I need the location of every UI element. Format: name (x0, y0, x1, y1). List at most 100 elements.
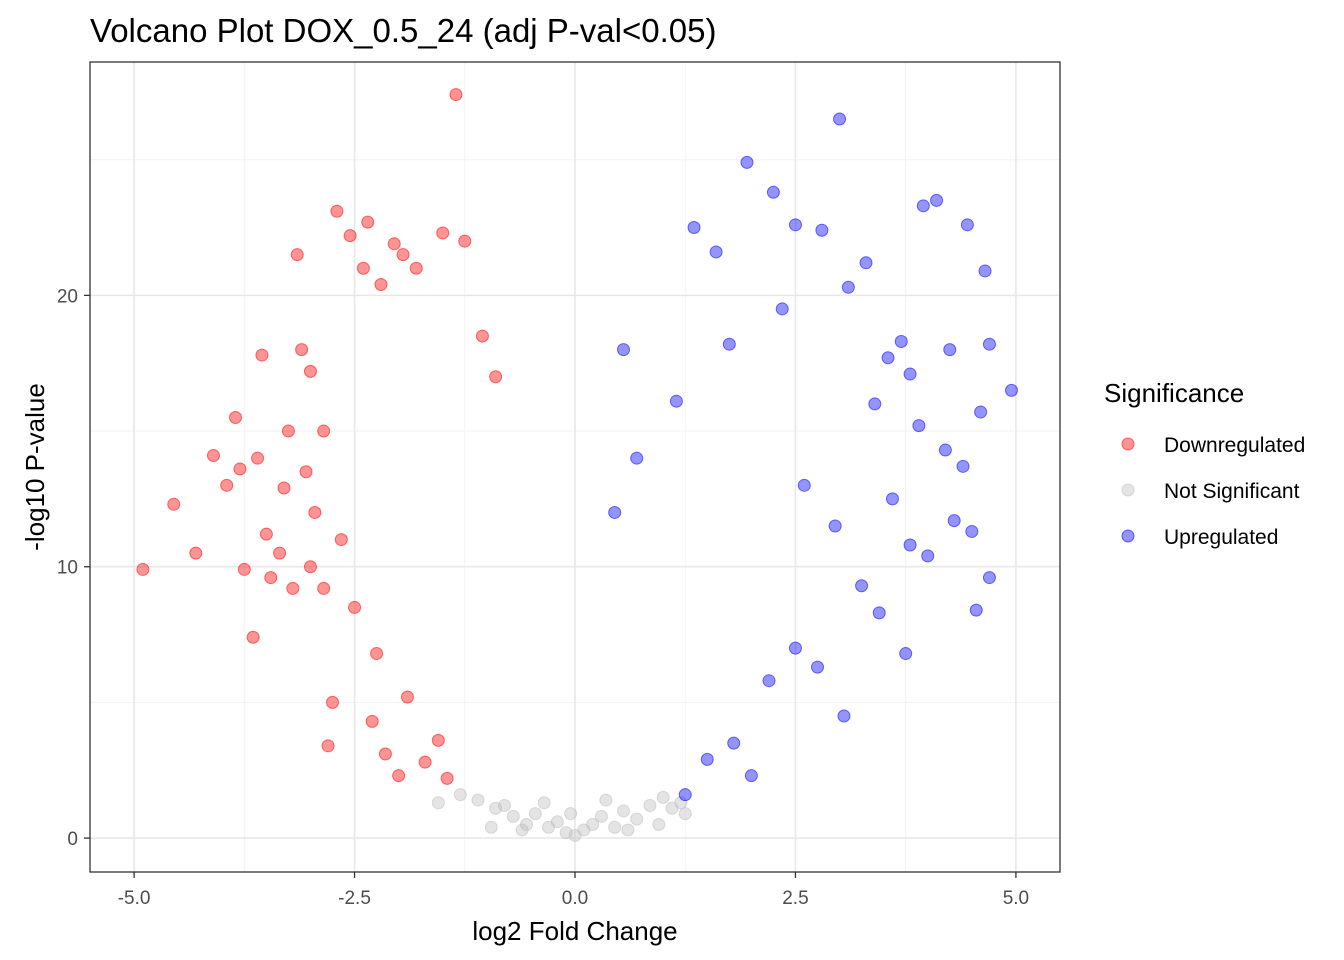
point-downregulated (308, 505, 322, 519)
point-not-significant (506, 809, 520, 823)
point-upregulated (841, 280, 855, 294)
point-upregulated (727, 736, 741, 750)
point-upregulated (775, 302, 789, 316)
point-downregulated (343, 229, 357, 243)
point-not-significant (515, 823, 529, 837)
point-not-significant (621, 823, 635, 837)
point-upregulated (903, 538, 917, 552)
point-downregulated (396, 248, 410, 262)
point-downregulated (317, 424, 331, 438)
point-upregulated (709, 245, 723, 259)
y-axis-ticks: 0 10 20 (57, 286, 90, 850)
data-points (136, 88, 1018, 842)
point-downregulated (259, 527, 273, 541)
point-upregulated (969, 603, 983, 617)
x-tick-label: 5.0 (1003, 888, 1029, 909)
point-downregulated (281, 424, 295, 438)
point-upregulated (885, 492, 899, 506)
point-not-significant (608, 820, 622, 834)
legend-key-not-significant (1121, 483, 1135, 497)
point-upregulated (938, 443, 952, 457)
plot-area (89, 61, 1061, 873)
point-downregulated (206, 448, 220, 462)
point-upregulated (837, 709, 851, 723)
point-upregulated (947, 514, 961, 528)
x-tick-label: -5.0 (118, 888, 151, 909)
point-downregulated (299, 465, 313, 479)
point-downregulated (378, 747, 392, 761)
point-not-significant (484, 820, 498, 834)
legend-key-downregulated (1121, 437, 1135, 451)
point-downregulated (326, 695, 339, 709)
point-upregulated (982, 571, 996, 585)
point-not-significant (550, 815, 564, 829)
point-downregulated (365, 714, 379, 728)
point-downregulated (440, 771, 454, 785)
point-not-significant (564, 807, 578, 821)
point-not-significant (678, 807, 692, 821)
point-upregulated (1005, 383, 1018, 397)
point-downregulated (167, 497, 181, 511)
point-upregulated (669, 394, 683, 408)
x-tick-label: 2.5 (782, 888, 808, 909)
point-downregulated (290, 248, 304, 262)
point-not-significant (617, 804, 630, 818)
point-downregulated (370, 647, 384, 661)
point-upregulated (894, 334, 908, 348)
point-downregulated (246, 630, 260, 644)
point-downregulated (264, 571, 278, 585)
point-downregulated (303, 560, 317, 574)
point-downregulated (387, 237, 401, 251)
legend-label-upregulated: Upregulated (1164, 526, 1278, 549)
point-downregulated (277, 481, 291, 495)
point-not-significant (594, 809, 608, 823)
point-downregulated (489, 370, 503, 384)
point-downregulated (431, 733, 445, 747)
point-upregulated (912, 419, 926, 433)
point-upregulated (855, 579, 869, 593)
legend-entries: Downregulated Not Significant Upregulated (1121, 434, 1305, 549)
point-downregulated (400, 690, 414, 704)
y-tick-label: 20 (57, 286, 78, 307)
point-upregulated (797, 478, 811, 492)
point-upregulated (868, 397, 882, 411)
point-downregulated (237, 562, 251, 576)
point-upregulated (903, 367, 917, 381)
y-tick-label: 0 (67, 829, 78, 850)
grid-lines (90, 62, 1060, 872)
point-upregulated (815, 223, 829, 237)
point-not-significant (599, 793, 613, 807)
point-not-significant (497, 799, 511, 813)
point-downregulated (255, 348, 269, 362)
point-downregulated (251, 451, 265, 465)
point-upregulated (921, 549, 935, 563)
point-not-significant (656, 790, 670, 804)
point-not-significant (674, 796, 688, 810)
point-upregulated (744, 769, 758, 783)
point-downregulated (136, 562, 150, 576)
point-downregulated (317, 581, 331, 595)
point-downregulated (449, 88, 463, 102)
point-downregulated (436, 226, 450, 240)
y-tick-label: 10 (57, 558, 78, 579)
point-downregulated (392, 769, 406, 783)
point-downregulated (361, 215, 375, 229)
point-upregulated (978, 264, 992, 278)
point-upregulated (687, 221, 701, 235)
point-upregulated (899, 647, 913, 661)
point-downregulated (189, 546, 203, 560)
x-axis-ticks: -5.0 -2.5 0.0 2.5 5.0 (118, 872, 1029, 909)
point-upregulated (982, 337, 996, 351)
point-upregulated (943, 343, 957, 357)
legend: Significance Downregulated Not Significan… (1104, 378, 1305, 549)
x-axis-label: log2 Fold Change (472, 916, 677, 946)
point-downregulated (295, 343, 309, 357)
point-downregulated (348, 600, 362, 614)
point-upregulated (881, 351, 895, 365)
point-downregulated (321, 739, 335, 753)
point-downregulated (409, 261, 423, 275)
point-upregulated (740, 155, 754, 169)
point-downregulated (334, 533, 348, 547)
legend-label-downregulated: Downregulated (1164, 434, 1305, 457)
point-downregulated (233, 462, 247, 476)
